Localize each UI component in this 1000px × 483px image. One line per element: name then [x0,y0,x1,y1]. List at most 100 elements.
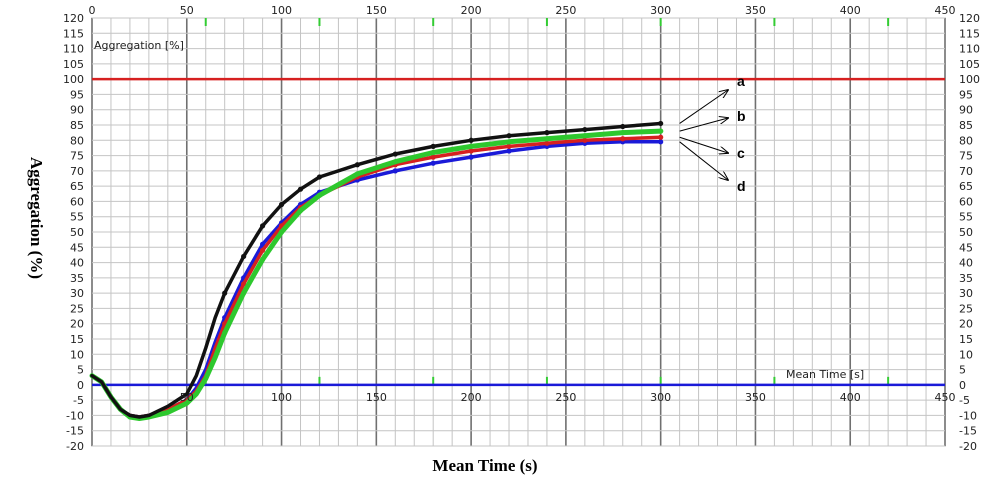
y-tick-label-left: 5 [77,364,84,377]
y-tick-label-right: 105 [959,58,980,71]
series-point-1 [658,134,664,140]
x-tick-label-top: 350 [745,4,766,17]
y-tick-label-right: 40 [959,257,973,270]
series-point-2 [316,192,323,198]
y-tick-label-right: 15 [959,333,973,346]
y-tick-label-left: 15 [70,333,84,346]
y-tick-label-left: 65 [70,180,84,193]
series-point-1 [620,136,626,142]
series-point-3 [658,139,664,145]
y-tick-label-left: -10 [66,409,84,422]
series-point-0 [430,143,436,149]
series-point-2 [392,159,398,165]
callout-arrow-a [679,90,728,124]
y-tick-label-right: 10 [959,348,973,361]
y-tick-label-left: 90 [70,104,84,117]
y-tick-label-right: 35 [959,272,973,285]
y-tick-label-right: 85 [959,119,973,132]
series-point-0 [354,162,360,168]
x-tick-label-top: 400 [840,4,861,17]
y-tick-label-left: 80 [70,134,84,147]
y-axis-title: Aggregation (%) [27,157,46,279]
series-point-0 [260,223,266,229]
callout-arrow-c [679,136,728,153]
y-tick-label-left: -20 [66,440,84,453]
y-tick-label-left: 115 [63,27,84,40]
y-tick-label-left: 75 [70,150,84,163]
series-point-0 [297,186,304,192]
series-point-1 [468,148,474,154]
series-point-2 [582,133,588,139]
y-tick-label-left: 70 [70,165,84,178]
y-tick-label-right: 115 [959,27,980,40]
y-tick-label-right: 50 [959,226,973,239]
x-tick-label-top: 300 [650,4,671,17]
x-tick-label-center: 450 [935,391,956,404]
curve-label-c: c [737,145,745,161]
y-tick-label-left: 60 [70,195,84,208]
y-tick-label-left: 95 [70,88,84,101]
y-tick-label-right: -15 [959,425,977,438]
callout-arrow-b [679,118,728,132]
y-tick-label-right: 5 [959,364,966,377]
y-tick-label-right: -5 [959,394,970,407]
series-point-2 [620,130,626,136]
y-tick-label-right: 80 [959,134,973,147]
series-point-1 [506,143,512,149]
y-tick-label-left: 105 [63,58,84,71]
y-tick-label-left: 20 [70,318,84,331]
y-tick-label-right: 20 [959,318,973,331]
x-axis-title: Mean Time (s) [432,456,537,475]
series-point-2 [468,143,474,149]
y-tick-label-left: 110 [63,43,84,56]
y-tick-label-left: 45 [70,241,84,254]
y-tick-label-right: 95 [959,88,973,101]
x-tick-label-center: 200 [461,391,482,404]
curve-label-b: b [737,108,746,124]
y-tick-label-left: 50 [70,226,84,239]
y-tick-label-left: 55 [70,211,84,224]
x-tick-label-center: 50 [180,391,194,404]
grid [91,17,946,447]
y-tick-label-left: 25 [70,302,84,315]
series-point-3 [506,148,512,154]
y-tick-label-right: -20 [959,440,977,453]
y-tick-label-left: 30 [70,287,84,300]
x-tick-label-top: 450 [935,4,956,17]
curve-callouts: a b c d [679,73,746,194]
series-point-2 [506,139,512,145]
curve-label-a: a [737,73,745,89]
series-point-3 [468,154,474,160]
x-tick-label-center: 400 [840,391,861,404]
x-tick-label-center: 150 [366,391,387,404]
y-tick-label-right: 75 [959,150,973,163]
y-tick-label-left: -5 [73,394,84,407]
y-tick-label-left: 35 [70,272,84,285]
series-point-0 [392,151,398,157]
series-point-0 [468,137,474,143]
y-tick-label-left: 0 [77,379,84,392]
y-tick-label-left: 10 [70,348,84,361]
inner-y-label: Aggregation [%] [94,39,184,52]
reference-lines [92,77,945,387]
y-tick-label-right: 70 [959,165,973,178]
x-tick-label-top: 150 [366,4,387,17]
series-point-0 [506,133,512,139]
series-point-3 [260,241,266,247]
y-tick-label-right: 110 [959,43,980,56]
y-tick-label-right: 55 [959,211,973,224]
series-point-2 [260,256,266,263]
inner-x-label: Mean Time [s] [786,368,864,381]
series-point-0 [278,201,285,208]
y-tick-label-right: 100 [959,73,980,86]
curve-label-d: d [737,178,746,194]
series-point-0 [222,290,228,296]
series-point-3 [392,168,398,174]
y-tick-label-right: 0 [959,379,966,392]
y-tick-label-right: -10 [959,409,977,422]
y-tick-label-left: 120 [63,12,84,25]
callout-arrow-d [679,141,728,180]
x-tick-label-top: 200 [461,4,482,17]
series-point-0 [316,174,323,180]
